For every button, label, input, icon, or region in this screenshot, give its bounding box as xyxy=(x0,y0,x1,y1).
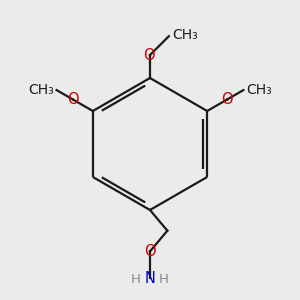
Text: O: O xyxy=(143,47,155,63)
Text: H: H xyxy=(159,273,169,286)
Text: CH₃: CH₃ xyxy=(28,83,54,97)
Text: O: O xyxy=(67,92,79,107)
Text: O: O xyxy=(221,92,233,107)
Text: N: N xyxy=(145,271,155,286)
Text: O: O xyxy=(144,244,156,259)
Text: CH₃: CH₃ xyxy=(172,28,198,42)
Text: H: H xyxy=(131,273,141,286)
Text: CH₃: CH₃ xyxy=(246,83,272,97)
